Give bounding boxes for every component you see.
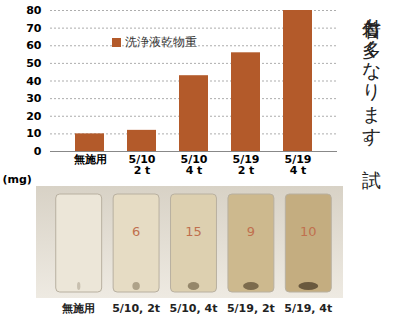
svg-text:60: 60 xyxy=(26,39,42,52)
svg-text:5/104 t: 5/104 t xyxy=(181,153,208,177)
svg-text:30: 30 xyxy=(26,92,42,105)
svg-text:5/194 t: 5/194 t xyxy=(285,153,312,177)
svg-text:5/19, 4t: 5/19, 4t xyxy=(284,302,332,315)
svg-text:20: 20 xyxy=(26,110,42,123)
svg-text:無施用: 無施用 xyxy=(61,302,95,315)
svg-text:5/10, 4t: 5/10, 4t xyxy=(170,302,218,315)
svg-text:9: 9 xyxy=(247,224,255,239)
svg-text:15: 15 xyxy=(185,224,202,239)
svg-text:80: 80 xyxy=(26,4,42,17)
svg-text:70: 70 xyxy=(26,22,42,35)
svg-text:5/102 t: 5/102 t xyxy=(129,153,156,177)
svg-text:10: 10 xyxy=(300,224,317,239)
svg-text:10: 10 xyxy=(26,127,42,140)
html-text:洗浄液乾物重: 洗浄液乾物重 xyxy=(125,35,197,49)
svg-text:50: 50 xyxy=(26,57,42,70)
svg-text:(mg): (mg) xyxy=(3,173,32,186)
svg-text:40: 40 xyxy=(26,75,42,88)
svg-text:6: 6 xyxy=(132,224,140,239)
svg-text:5/192 t: 5/192 t xyxy=(233,153,260,177)
html-text:付着も多くなります。試: 付着も多くなります。試 xyxy=(362,4,384,155)
svg-text:0: 0 xyxy=(34,145,42,158)
svg-text:5/10, 2t: 5/10, 2t xyxy=(112,302,160,315)
svg-text:無施用: 無施用 xyxy=(73,153,107,166)
svg-text:5/19, 2t: 5/19, 2t xyxy=(227,302,275,315)
